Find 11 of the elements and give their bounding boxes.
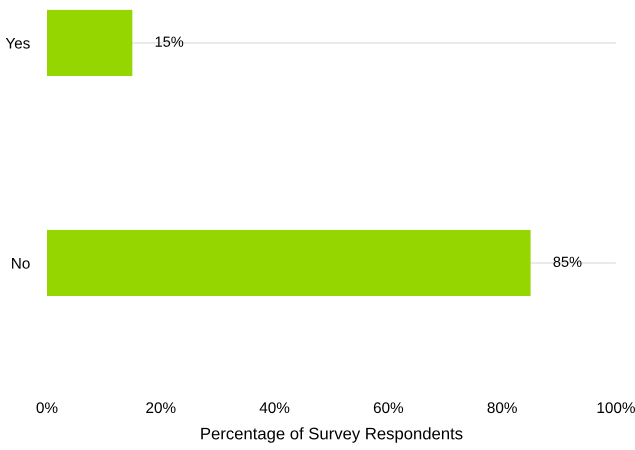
data-label: 15%	[156, 36, 184, 47]
x-tick-label: 0%	[36, 402, 58, 414]
x-axis-title: Percentage of Survey Respondents	[201, 427, 462, 443]
x-tick-label: 80%	[488, 402, 517, 414]
y-tick-label: Yes	[6, 38, 30, 49]
x-tick-label: 40%	[260, 402, 290, 414]
data-label: 85%	[553, 256, 582, 267]
x-tick-label: 60%	[374, 402, 404, 414]
x-tick-label: 20%	[146, 402, 176, 414]
x-tick-label: 100%	[598, 402, 635, 414]
y-tick-label: No	[12, 258, 30, 269]
